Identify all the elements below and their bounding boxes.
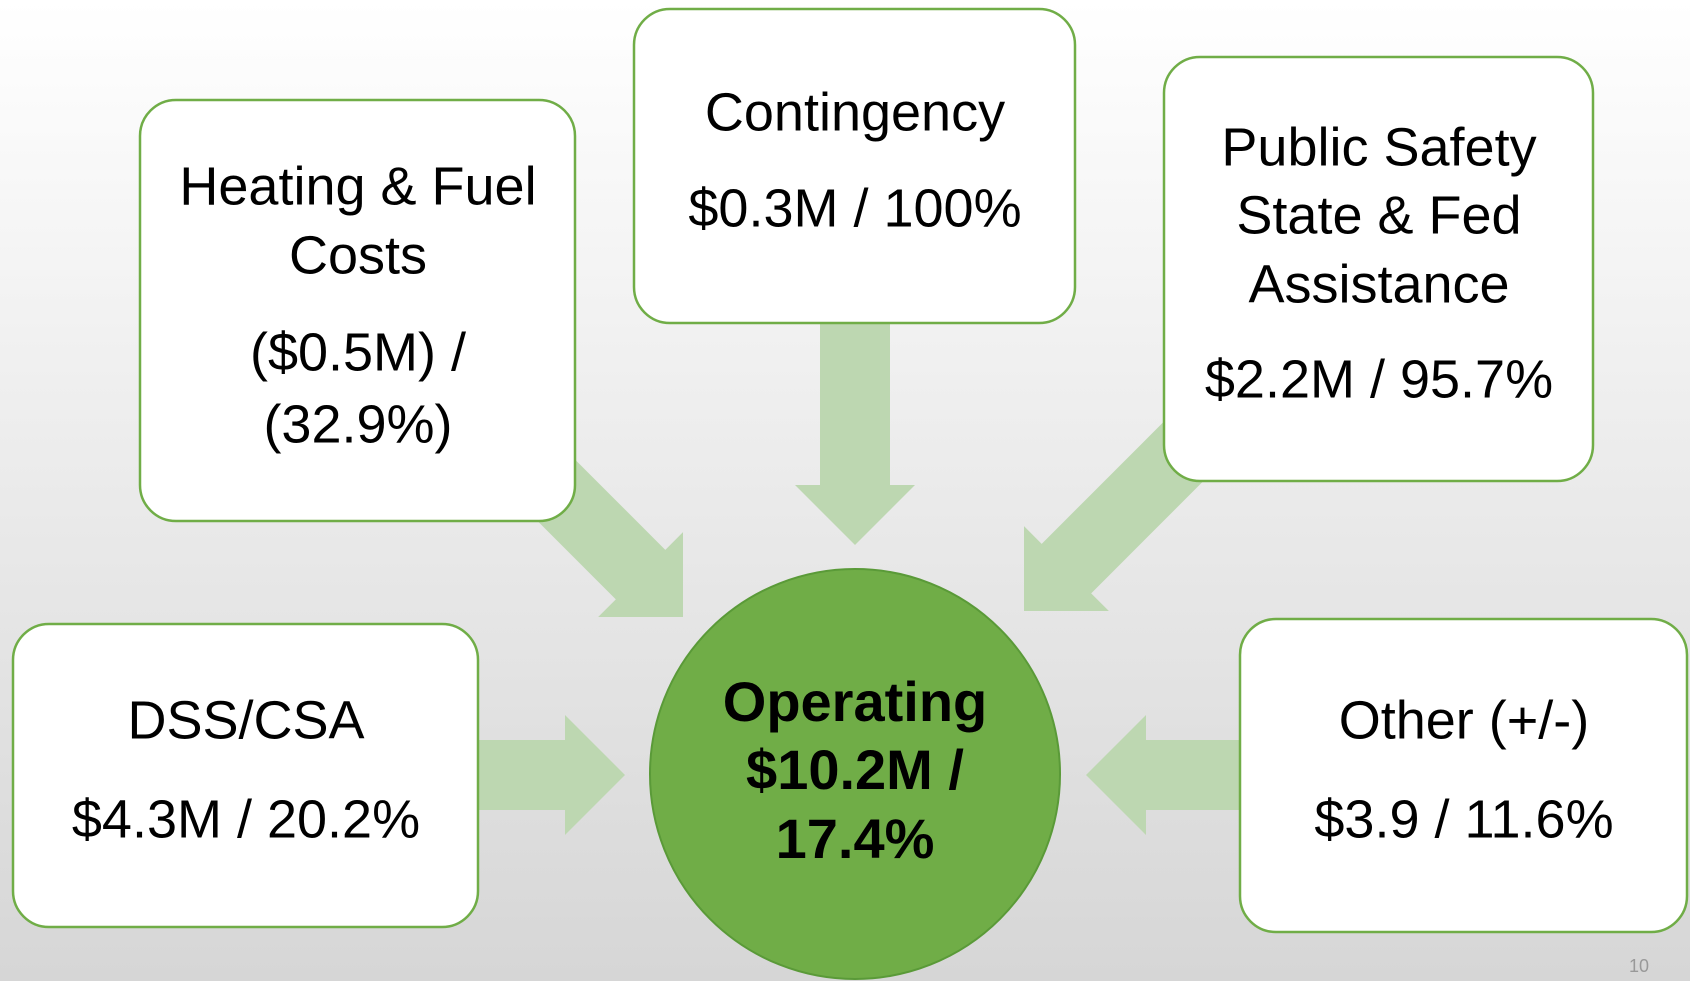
node-value: $3.9 / 11.6% <box>1314 789 1613 849</box>
node-box <box>1238 617 1689 934</box>
arrow <box>1086 715 1246 835</box>
node-value: ($0.5M) / <box>250 322 466 382</box>
node-label: Assistance <box>1248 254 1509 314</box>
node-box <box>1162 55 1595 483</box>
texts: Heating & Fuel Costs ($0.5M) / (32.9%) Conti… <box>72 82 1614 870</box>
node-box <box>632 7 1077 325</box>
node-label: Costs <box>289 225 427 285</box>
node-box <box>11 622 480 929</box>
arrow <box>475 715 625 835</box>
node-box <box>138 98 577 523</box>
center-text: 17.4% <box>776 807 935 870</box>
node-label: Heating & Fuel <box>179 156 536 216</box>
node-label: Contingency <box>705 82 1005 142</box>
node-label: Public Safety <box>1221 117 1536 177</box>
center-circle <box>649 568 1061 980</box>
node-value: $2.2M / 95.7% <box>1205 349 1553 409</box>
node-value: $4.3M / 20.2% <box>72 789 420 849</box>
center-text: $10.2M / <box>746 738 964 801</box>
arrow <box>795 315 915 545</box>
node-label: Other (+/-) <box>1339 690 1590 750</box>
node-label: State & Fed <box>1236 185 1521 245</box>
node-value: $0.3M / 100% <box>688 178 1021 238</box>
center-text: Operating <box>723 670 987 733</box>
node-label: DSS/CSA <box>127 690 364 750</box>
node-value: (32.9%) <box>263 394 452 454</box>
page-number: 10 <box>1629 956 1649 976</box>
